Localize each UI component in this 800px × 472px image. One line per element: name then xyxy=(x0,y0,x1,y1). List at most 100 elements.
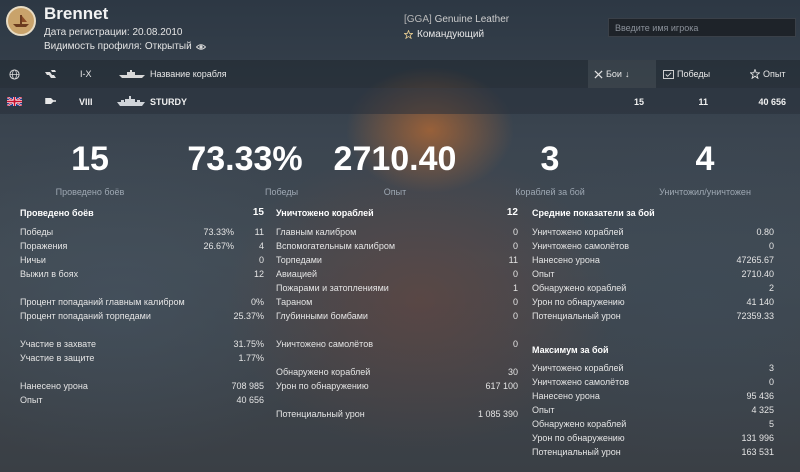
battles-icon xyxy=(594,69,603,79)
exp-label: Опыт xyxy=(20,395,43,405)
average-title: Средние показатели за бой xyxy=(532,208,655,218)
max-destroyed-value: 3 xyxy=(768,363,774,373)
max-potential-row: Потенциальный урон 163 531 xyxy=(532,446,774,458)
wins-icon xyxy=(663,69,674,79)
fire-flood-kills-value: 1 xyxy=(512,283,518,293)
summary-winrate-value: 73.33% xyxy=(187,140,303,178)
aviation-kills-row: Авиацией 0 xyxy=(276,268,518,280)
destroyed-label: Уничтожено кораблей xyxy=(276,208,374,218)
max-spotted-row: Обнаружено кораблей 5 xyxy=(532,418,774,430)
profile-visibility-text: Видимость профиля: Открытый xyxy=(44,41,192,52)
column-exp-sort[interactable]: Опыт xyxy=(750,69,785,79)
summary-exp-value: 2710.40 xyxy=(333,140,457,178)
avg-damage-value: 47265.67 xyxy=(736,255,774,265)
torpedo-kills-value: 11 xyxy=(508,255,518,265)
avg-potential-row: Потенциальный урон 72359.33 xyxy=(532,310,774,322)
wins-label: Победы xyxy=(20,227,54,237)
max-planes-label: Уничтожено самолётов xyxy=(532,377,629,387)
damage-row: Нанесено урона 708 985 xyxy=(20,380,264,392)
defense-row: Участие в защите 1.77% xyxy=(20,352,264,364)
column-battles-sort[interactable]: Бои ↓ xyxy=(588,60,656,88)
ram-kills-value: 0 xyxy=(512,297,518,307)
player-search-input[interactable] xyxy=(608,18,796,37)
survived-label: Выжил в боях xyxy=(20,269,79,279)
exp-row: Опыт 40 656 xyxy=(20,394,264,406)
avg-potential-label: Потенциальный урон xyxy=(532,311,621,321)
column-wins-sort[interactable]: Победы xyxy=(663,69,710,79)
ship-class-icon xyxy=(45,70,56,78)
draws-label: Ничьи xyxy=(20,255,46,265)
wins-row: Победы 73.33% 11 xyxy=(20,226,264,238)
spotting-damage-value: 617 100 xyxy=(485,381,518,391)
fire-flood-kills-row: Пожарами и затоплениями 1 xyxy=(276,282,518,294)
planes-destroyed-label: Уничтожено самолётов xyxy=(276,339,373,349)
ship-silhouette-icon xyxy=(119,70,145,78)
avg-destroyed-row: Уничтожено кораблей 0.80 xyxy=(532,226,774,238)
ship-table-header: I-X Название корабля Бои ↓ Победы Опыт xyxy=(0,60,800,88)
wins-value: 11 xyxy=(254,227,264,237)
avg-spotted-value: 2 xyxy=(768,283,774,293)
avg-potential-value: 72359.33 xyxy=(736,311,774,321)
summary-ships-per-battle-value: 3 xyxy=(540,140,560,178)
clan-tag: [GGA] xyxy=(404,14,432,25)
clan-name: Genuine Leather xyxy=(434,14,510,25)
max-spotted-value: 5 xyxy=(768,419,774,429)
ship-tier: VIII xyxy=(79,97,93,107)
defense-value: 1.77% xyxy=(238,353,264,363)
column-wins-label: Победы xyxy=(677,69,711,79)
depth-charge-kills-value: 0 xyxy=(512,311,518,321)
avg-spotted-label: Обнаружено кораблей xyxy=(532,283,627,293)
losses-value: 4 xyxy=(258,241,264,251)
clan-info[interactable]: [GGA] Genuine Leather xyxy=(404,14,509,25)
nation-filter[interactable] xyxy=(9,69,20,82)
eye-icon[interactable] xyxy=(195,42,206,52)
avg-spot-damage-label: Урон по обнаружению xyxy=(532,297,625,307)
secondary-kills-row: Вспомогательным калибром 0 xyxy=(276,240,518,252)
summary-kd-value: 4 xyxy=(695,140,715,178)
uk-flag-icon xyxy=(6,96,23,108)
avg-planes-row: Уничтожено самолётов 0 xyxy=(532,240,774,252)
aviation-kills-label: Авиацией xyxy=(276,269,318,279)
profile-header: Brennet Дата регистрации: 20.08.2010 Вид… xyxy=(0,0,800,60)
planes-destroyed-row: Уничтожено самолётов 0 xyxy=(276,338,518,350)
battles-label: Проведено боёв xyxy=(20,208,94,218)
survived-value: 12 xyxy=(253,269,264,279)
fire-flood-kills-label: Пожарами и затоплениями xyxy=(276,283,389,293)
destroyed-row: Уничтожено кораблей 12 xyxy=(276,207,518,219)
clan-rank-text: Командующий xyxy=(417,29,485,40)
potential-damage-label: Потенциальный урон xyxy=(276,409,365,419)
exp-value: 40 656 xyxy=(236,395,264,405)
destroyer-class-icon xyxy=(45,97,57,107)
summary-kd-label: Уничтожил/уничтожен xyxy=(659,187,751,197)
player-name: Brennet xyxy=(44,4,109,23)
ram-kills-row: Тараном 0 xyxy=(276,296,518,308)
capture-row: Участие в захвате 31.75% xyxy=(20,338,264,350)
avg-damage-row: Нанесено урона 47265.67 xyxy=(532,254,774,266)
secondary-kills-label: Вспомогательным калибром xyxy=(276,241,396,251)
tier-filter[interactable]: I-X xyxy=(80,69,92,79)
main-battery-hit-value: 0% xyxy=(250,297,264,307)
potential-damage-row: Потенциальный урон 1 085 390 xyxy=(276,408,518,420)
destroyed-value: 12 xyxy=(506,207,518,218)
max-destroyed-label: Уничтожено кораблей xyxy=(532,363,624,373)
battles-value: 15 xyxy=(252,207,264,218)
main-battery-kills-row: Главным калибром 0 xyxy=(276,226,518,238)
ram-kills-label: Тараном xyxy=(276,297,313,307)
column-ship-name[interactable]: Название корабля xyxy=(150,69,227,79)
avg-spotted-row: Обнаружено кораблей 2 xyxy=(532,282,774,294)
torpedo-hit-row: Процент попаданий торпедами 25.37% xyxy=(20,310,264,322)
spotting-damage-row: Урон по обнаружению 617 100 xyxy=(276,380,518,392)
potential-damage-value: 1 085 390 xyxy=(477,409,518,419)
depth-charge-kills-row: Глубинными бомбами 0 xyxy=(276,310,518,322)
torpedo-hit-label: Процент попаданий торпедами xyxy=(20,311,151,321)
ships-spotted-row: Обнаружено кораблей 30 xyxy=(276,366,518,378)
avg-planes-value: 0 xyxy=(768,241,774,251)
survived-row: Выжил в боях 12 xyxy=(20,268,264,280)
globe-icon xyxy=(9,69,20,80)
ship-type-filter[interactable] xyxy=(44,69,58,82)
column-exp-label: Опыт xyxy=(763,69,786,79)
max-exp-value: 4 325 xyxy=(751,405,774,415)
capture-label: Участие в захвате xyxy=(20,339,96,349)
max-title-row: Максимум за бой xyxy=(532,344,774,356)
ship-row[interactable]: VIII STURDY 15 11 40 656 xyxy=(0,88,800,114)
